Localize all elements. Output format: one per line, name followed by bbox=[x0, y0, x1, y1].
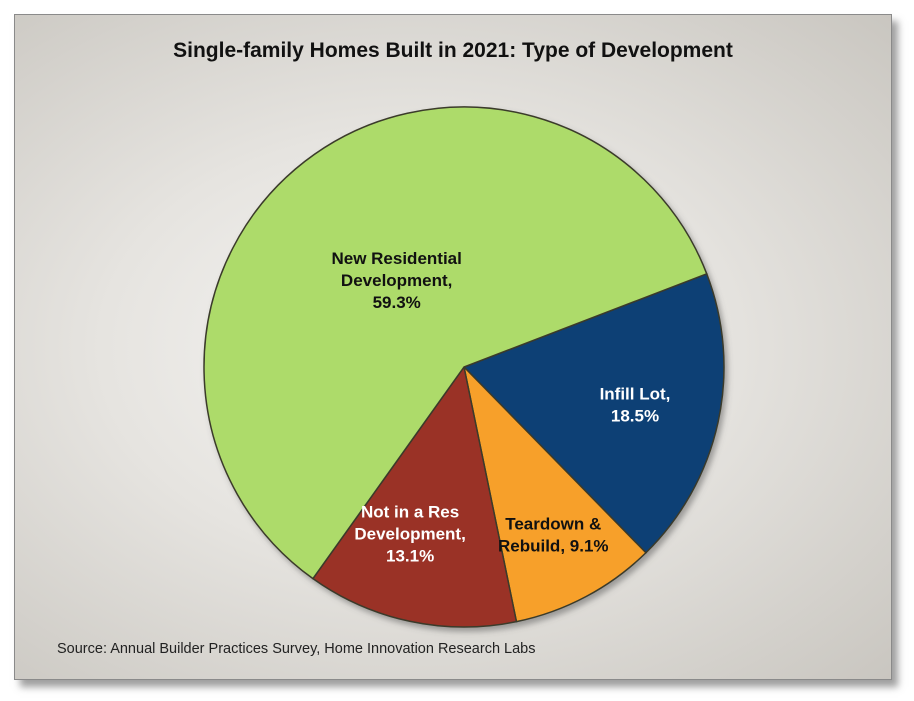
source-note: Source: Annual Builder Practices Survey,… bbox=[57, 641, 536, 657]
slice-label-2: Teardown & Rebuild, 9.1% bbox=[498, 515, 609, 556]
pie-slice-3 bbox=[311, 365, 518, 628]
pie-slice-1 bbox=[462, 272, 725, 554]
pie-slice-4 bbox=[203, 106, 708, 580]
slice-label-1: Infill Lot, 18.5% bbox=[600, 384, 671, 425]
pie-chart: Infill Lot, 18.5% Teardown & Rebuild, 9.1% N… bbox=[203, 106, 725, 628]
pie-slice-2 bbox=[462, 364, 647, 623]
slice-label-3: Not in a Res Development, 13.1% bbox=[354, 502, 465, 565]
chart-title: Single-family Homes Built in 2021: Type … bbox=[173, 39, 733, 62]
chart-frame: Single-family Homes Built in 2021: Type … bbox=[14, 14, 892, 680]
slice-label-4: New Residential Development, 59.3% bbox=[331, 249, 461, 312]
